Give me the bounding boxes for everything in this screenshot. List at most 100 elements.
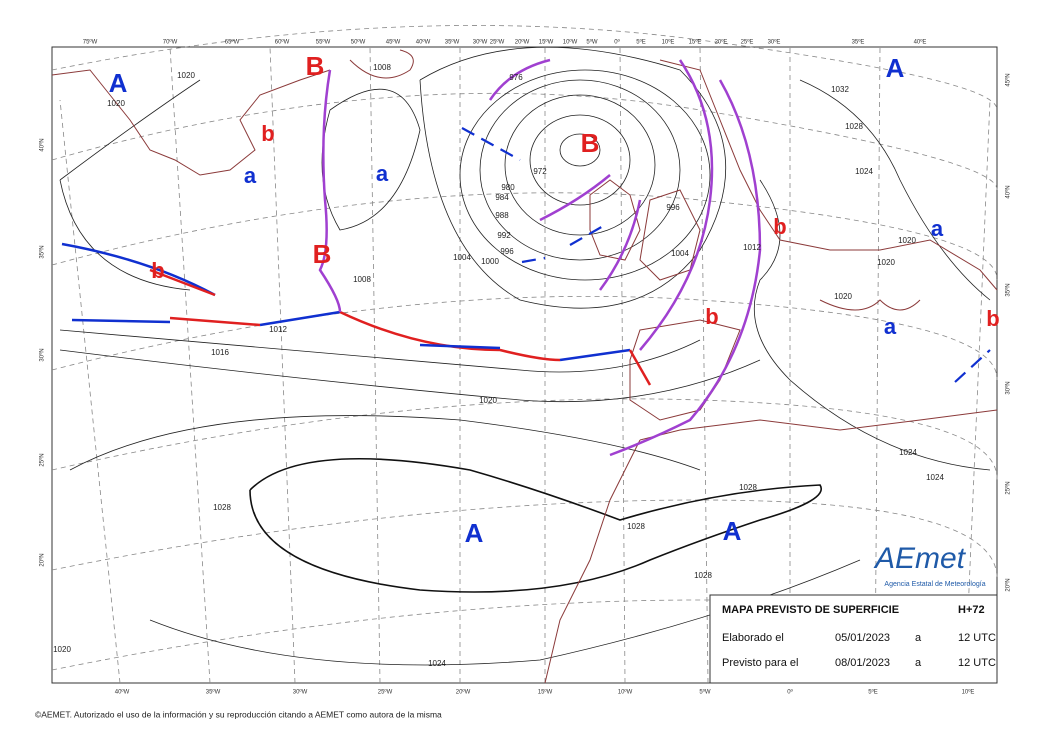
top-axis-label: 20ºW bbox=[515, 39, 530, 46]
logo-name: AEmet bbox=[873, 542, 967, 575]
bottom-axis-label: 30ºW bbox=[293, 689, 308, 696]
isobar-label: 1020 bbox=[898, 236, 916, 245]
bottom-axis-label: 20ºW bbox=[456, 689, 471, 696]
left-axis-label: 40ºN bbox=[39, 138, 46, 151]
right-axis-label: 20ºN bbox=[1005, 578, 1012, 591]
top-axis-label: 10ºE bbox=[662, 39, 675, 46]
info-title: MAPA PREVISTO DE SUPERFICIE bbox=[722, 604, 899, 616]
isobar-label: 1028 bbox=[627, 522, 645, 531]
info-cell: Previsto para el bbox=[722, 657, 798, 669]
isobar-label: 1004 bbox=[453, 253, 471, 262]
bottom-axis-label: 35ºW bbox=[206, 689, 221, 696]
fronts bbox=[61, 58, 991, 457]
logo: AEmet Agencia Estatal de Meteorología bbox=[873, 542, 986, 588]
isobar-label: 1008 bbox=[353, 275, 371, 284]
top-axis-label: 50ºW bbox=[351, 39, 366, 46]
footer: ©AEMET. Autorizado el uso de la informac… bbox=[35, 709, 442, 719]
pressure-center: B bbox=[313, 239, 332, 269]
isobar-label: 1028 bbox=[845, 122, 863, 131]
left-axis-label: 35ºN bbox=[39, 245, 46, 258]
isobar-label: 1024 bbox=[926, 473, 944, 482]
bottom-axis-label: 10ºW bbox=[618, 689, 633, 696]
pressure-center: b bbox=[773, 214, 786, 239]
logo-subtitle: Agencia Estatal de Meteorología bbox=[884, 581, 985, 588]
isobar-label: 972 bbox=[533, 167, 547, 176]
isobar-label: 1020 bbox=[479, 396, 497, 405]
bottom-axis-label: 5ºE bbox=[868, 689, 878, 696]
isobar-label: 996 bbox=[666, 203, 680, 212]
isobar-label: 1024 bbox=[428, 659, 446, 668]
isobar-label: 1024 bbox=[855, 167, 873, 176]
isobar-label: 1000 bbox=[481, 257, 499, 266]
bottom-axis-label: 10ºE bbox=[962, 689, 975, 696]
isobar-label: 992 bbox=[497, 231, 511, 240]
right-axis-label: 35ºN bbox=[1005, 283, 1012, 296]
isobar-label: 1020 bbox=[834, 292, 852, 301]
coastlines bbox=[51, 49, 998, 684]
info-cell: a bbox=[915, 632, 922, 644]
isobar-label: 1012 bbox=[743, 243, 761, 252]
pressure-center: a bbox=[376, 161, 389, 186]
isobar-label: 1028 bbox=[213, 503, 231, 512]
isobar-label: 1008 bbox=[373, 63, 391, 72]
top-axis-label: 30ºW bbox=[473, 39, 488, 46]
top-axis-label: 70ºW bbox=[163, 39, 178, 46]
bottom-axis-label: 15ºW bbox=[538, 689, 553, 696]
top-axis-label: 75ºW bbox=[83, 39, 98, 46]
bottom-axis-label: 25ºW bbox=[378, 689, 393, 696]
pressure-center: b bbox=[151, 258, 164, 283]
top-axis-label: 40ºE bbox=[914, 39, 927, 46]
isobar-label: 1020 bbox=[177, 71, 195, 80]
isobar-label: 1016 bbox=[211, 348, 229, 357]
info-box-frame bbox=[709, 594, 998, 684]
bottom-axis-label: 40ºW bbox=[115, 689, 130, 696]
left-axis-label: 25ºN bbox=[39, 453, 46, 466]
isobar-label: 996 bbox=[500, 247, 514, 256]
pressure-center: b bbox=[705, 304, 718, 329]
top-axis-label: 15ºE bbox=[689, 39, 702, 46]
info-cell: 12 UTC bbox=[958, 632, 996, 644]
top-axis-label: 35ºW bbox=[445, 39, 460, 46]
pressure-center: a bbox=[244, 163, 257, 188]
top-axis-label: 0º bbox=[614, 39, 620, 46]
top-axis-label: 5ºE bbox=[636, 39, 646, 46]
info-cell: 05/01/2023 bbox=[835, 632, 890, 644]
top-axis-label: 30ºE bbox=[768, 39, 781, 46]
pressure-center: A bbox=[109, 68, 128, 98]
top-axis-label: 15ºW bbox=[539, 39, 554, 46]
pressure-center: B bbox=[306, 51, 325, 81]
isobar-label: 1028 bbox=[694, 571, 712, 580]
top-axis-label: 45ºW bbox=[386, 39, 401, 46]
top-axis-label: 60ºW bbox=[275, 39, 290, 46]
top-axis-label: 35ºE bbox=[852, 39, 865, 46]
isobar-label: 1020 bbox=[107, 99, 125, 108]
isobar-label: 988 bbox=[495, 211, 509, 220]
isobar-label: 980 bbox=[501, 183, 515, 192]
isobar-label: 1020 bbox=[877, 258, 895, 267]
isobar-label: 1020 bbox=[53, 645, 71, 654]
isobar-label: 984 bbox=[495, 193, 509, 202]
right-axis-label: 45ºN bbox=[1005, 73, 1012, 86]
pressure-center: b bbox=[261, 121, 274, 146]
isobar-label: 976 bbox=[509, 73, 523, 82]
bottom-axis-label: 0º bbox=[787, 689, 793, 696]
top-axis-label: 25ºW bbox=[490, 39, 505, 46]
info-cell: 12 UTC bbox=[958, 657, 996, 669]
pressure-center: A bbox=[465, 518, 484, 548]
pressure-center: A bbox=[886, 53, 905, 83]
pressure-center: B bbox=[581, 128, 600, 158]
top-axis-label: 55ºW bbox=[316, 39, 331, 46]
right-axis-label: 25ºN bbox=[1005, 481, 1012, 494]
isobar-label: 1028 bbox=[739, 483, 757, 492]
isobar-label: 1032 bbox=[831, 85, 849, 94]
isobars bbox=[59, 46, 991, 666]
top-axis-label: 65ºW bbox=[225, 39, 240, 46]
right-axis-label: 40ºN bbox=[1005, 185, 1012, 198]
top-axis-label: 5ºW bbox=[586, 39, 598, 46]
left-axis-label: 20ºN bbox=[39, 553, 46, 566]
info-cell: a bbox=[915, 657, 922, 669]
info-step: H+72 bbox=[958, 604, 985, 616]
isobar-label: 1024 bbox=[899, 448, 917, 457]
pressure-center: a bbox=[931, 216, 944, 241]
